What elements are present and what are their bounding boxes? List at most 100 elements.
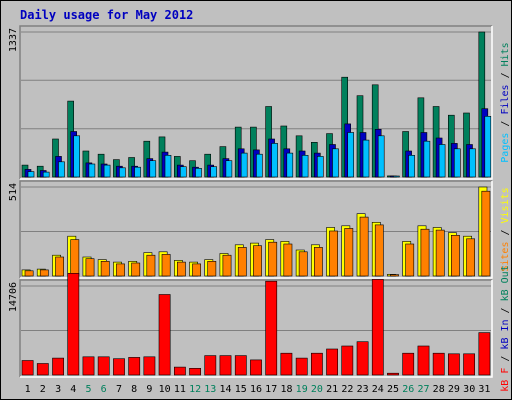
bar-kb-f-day-13: [204, 355, 217, 376]
legend-text-part: kB Out: [500, 265, 511, 301]
bar-sites-day-24: [374, 224, 384, 277]
panel-bevel-dark: [19, 180, 492, 278]
bar-sites-day-23: [359, 216, 369, 277]
panel-kbytes: 14706 kB F / kB In / kB Out: [8, 265, 511, 391]
bar-sites-day-26: [405, 243, 415, 277]
bar-sites-day-5: [85, 258, 95, 277]
bar-kb-f-day-5: [82, 356, 95, 376]
legend-text-part: Pages: [500, 133, 511, 163]
bar-sites-day-8: [131, 262, 141, 277]
x-tick-label: 29: [448, 384, 460, 395]
bar-pages-day-29: [453, 148, 461, 178]
bar-pages-day-26: [408, 155, 415, 178]
bar-kb-f-day-21: [326, 348, 338, 376]
y-axis-max-label: 514: [8, 183, 19, 201]
bar-sites-day-17: [268, 241, 278, 277]
bar-sites-day-19: [298, 251, 308, 277]
bar-sites-day-9: [146, 254, 156, 277]
bar-kb-f-day-8: [128, 357, 141, 376]
panel-legend-label: kB F / kB In / kB Out: [500, 265, 511, 391]
bar-kb-f-day-27: [417, 345, 430, 376]
y-axis-max-label: 1337: [8, 28, 19, 52]
bar-sites-day-22: [344, 228, 354, 277]
legend-text-part: /: [500, 223, 511, 241]
bar-kb-f-day-29: [447, 353, 460, 376]
bar-sites-day-29: [450, 235, 460, 277]
x-tick-label: 21: [326, 384, 338, 395]
bar-kb-f-day-16: [250, 359, 262, 376]
bar-pages-day-24: [377, 135, 385, 178]
legend-text-part: Hits: [500, 42, 511, 66]
x-tick-label: 19: [296, 384, 308, 395]
bar-sites-day-28: [435, 229, 445, 277]
x-tick-label: 7: [116, 384, 122, 395]
bar-sites-day-11: [177, 261, 186, 277]
bar-sites-day-14: [222, 254, 232, 277]
bar-pages-day-27: [423, 140, 431, 178]
bar-sites-day-15: [237, 247, 247, 277]
bar-kb-f-day-19: [295, 357, 308, 376]
bar-pages-day-2: [42, 171, 50, 178]
bar-pages-day-15: [240, 152, 248, 178]
bar-kb-f-day-3: [52, 357, 64, 376]
bar-pages-day-11: [180, 166, 187, 178]
bar-sites-day-18: [283, 243, 293, 277]
panel-bevel-light: [20, 26, 493, 180]
bar-kb-f-day-30: [463, 353, 475, 376]
x-tick-label: 17: [265, 384, 277, 395]
x-tick-label: 23: [357, 384, 369, 395]
bar-pages-day-4: [73, 135, 80, 178]
bar-kb-f-day-9: [143, 356, 156, 376]
bar-kb-f-day-26: [402, 352, 415, 376]
x-tick-label: 16: [250, 384, 262, 395]
legend-text-part: kB F: [500, 368, 511, 392]
bar-sites-day-12: [192, 263, 201, 277]
legend-text-part: kB In: [500, 319, 511, 349]
bar-kb-f-day-7: [113, 358, 125, 376]
bar-sites-day-4: [70, 239, 80, 277]
bar-kb-f-day-15: [234, 355, 247, 376]
panel-bevel-light: [20, 280, 493, 378]
x-tick-label: 11: [174, 384, 186, 395]
legend-text-part: Files: [500, 84, 511, 114]
bar-pages-day-7: [119, 167, 126, 178]
bar-kb-f-day-24: [371, 279, 384, 376]
x-tick-label: 15: [235, 384, 247, 395]
bar-sites-day-30: [466, 238, 475, 277]
bar-kb-f-day-20: [310, 352, 323, 376]
y-axis-max-label: 14706: [8, 282, 19, 312]
bar-sites-day-16: [253, 245, 262, 277]
bar-sites-day-25: [390, 274, 399, 277]
bar-kb-f-day-18: [280, 352, 293, 376]
bar-pages-day-14: [225, 160, 233, 178]
bar-kb-f-day-6: [97, 356, 110, 376]
x-tick-label: 30: [463, 384, 475, 395]
panel-bevel-dark: [19, 25, 492, 179]
bar-sites-day-7: [116, 263, 125, 277]
bar-pages-day-31: [484, 116, 492, 178]
x-tick-label: 24: [372, 384, 384, 395]
bar-kb-f-day-1: [21, 360, 34, 376]
bar-kb-f-day-17: [265, 280, 278, 376]
x-tick-label: 22: [341, 384, 353, 395]
bar-pages-day-19: [301, 155, 309, 178]
panel-hits-files-pages: 1337 Pages / Files / Hits: [8, 25, 511, 180]
bar-sites-day-6: [100, 260, 110, 277]
bar-pages-day-16: [256, 153, 263, 178]
bar-kb-f-day-31: [478, 332, 491, 376]
bar-pages-day-30: [469, 148, 476, 178]
legend-text-part: Visits: [500, 187, 511, 223]
bar-kb-f-day-22: [341, 345, 354, 376]
x-tick-label: 26: [402, 384, 414, 395]
bar-kb-f-day-23: [356, 341, 369, 376]
x-tick-label: 12: [189, 384, 201, 395]
bar-pages-day-1: [27, 171, 35, 178]
x-tick-label: 10: [159, 384, 171, 395]
bar-pages-day-10: [164, 155, 172, 178]
bar-pages-day-28: [438, 144, 446, 178]
x-tick-label: 13: [204, 384, 216, 395]
x-tick-label: 4: [70, 384, 76, 395]
bar-sites-day-13: [207, 260, 217, 277]
bar-kb-f-day-12: [189, 367, 201, 376]
